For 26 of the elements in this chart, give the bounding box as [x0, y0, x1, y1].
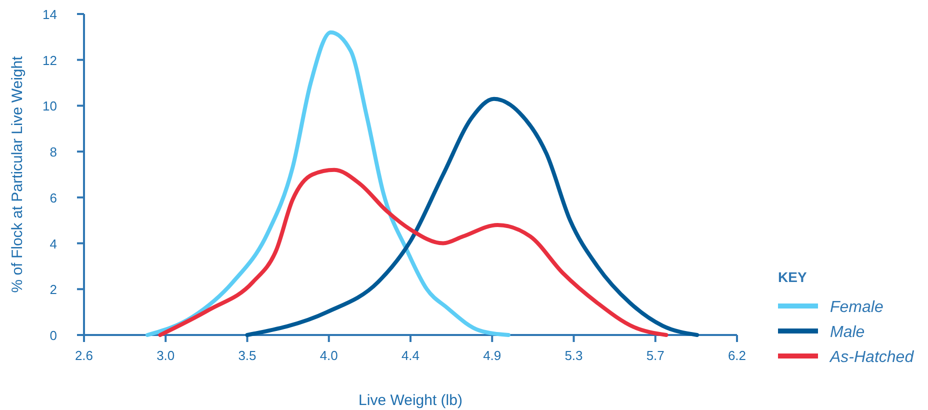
line-series	[158, 168, 668, 337]
line-series	[245, 96, 700, 337]
x-tick-label: 4.0	[320, 348, 338, 363]
x-tick-label: 3.5	[238, 348, 256, 363]
legend-label: Male	[830, 324, 865, 341]
x-tick-label: 5.3	[564, 348, 583, 363]
line-series	[145, 30, 510, 337]
legend-label: As-Hatched	[829, 349, 915, 366]
y-tick-label: 2	[50, 282, 57, 298]
legend-title: KEY	[778, 269, 808, 285]
x-tick-label: 2.6	[74, 348, 94, 363]
y-tick-label: 4	[50, 236, 57, 252]
x-tick-label: 6.2	[728, 348, 746, 363]
x-axis-title: Live Weight (lb)	[358, 392, 462, 409]
x-tick-label: 4.9	[483, 348, 502, 363]
y-tick-label: 6	[50, 190, 57, 206]
y-tick-label: 8	[50, 144, 57, 160]
x-tick-label: 4.4	[401, 348, 420, 363]
y-tick-label: 10	[42, 98, 57, 114]
x-tick-label: 3.0	[156, 348, 175, 363]
y-tick-label: 12	[42, 52, 57, 68]
legend-label: Female	[830, 299, 884, 316]
y-axis-title: % of Flock at Particular Live Weight	[9, 55, 26, 293]
y-tick-label: 14	[42, 7, 57, 22]
y-tick-label: 0	[50, 328, 57, 343]
x-tick-label: 5.7	[646, 348, 664, 363]
